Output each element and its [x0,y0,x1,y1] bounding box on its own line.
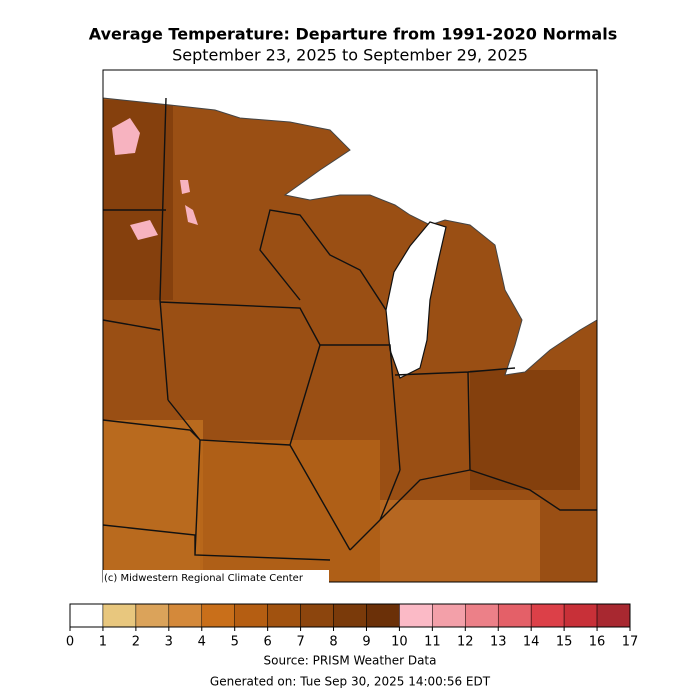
colorbar-cell [201,603,235,628]
credit-bg [103,570,329,584]
colorbar-tick-label: 4 [198,635,206,650]
colorbar-tick-label: 15 [556,635,573,650]
colorbar-cell [168,603,203,628]
map-patch [112,118,198,240]
colorbar-frame [69,603,631,628]
colorbar-tick-label: 5 [231,635,239,650]
colorbar: 0 1 2 3 4 5 6 7 8 9 10 11 12 13 14 15 16 17 [66,603,639,650]
state-borders [102,97,597,561]
map-region [200,440,380,582]
colorbar-cell [69,603,104,628]
colorbar-tick-label: 1 [99,635,107,650]
title: Average Temperature: Departure from 1991… [89,25,617,44]
lake-michigan [385,221,447,379]
colorbar-tick-label: 16 [589,635,606,650]
colorbar-cell [596,603,631,628]
colorbar-tick-label: 17 [622,635,639,650]
colorbar-tick-label: 12 [457,635,474,650]
colorbar-cell [432,603,466,628]
source: Source: PRISM Weather Data [264,654,437,668]
colorbar-cell [399,603,433,628]
colorbar-cell [135,603,170,628]
colorbar-cell [234,603,268,628]
colorbar-tick-label: 14 [523,635,540,650]
colorbar-cell [102,603,137,628]
colorbar-tick-label: 2 [132,635,140,650]
map-region [103,420,203,582]
colorbar-tick-label: 3 [165,635,173,650]
map-region [380,500,540,582]
colorbar-tick-label: 10 [391,635,408,650]
subtitle: September 23, 2025 to September 29, 2025 [172,46,528,65]
credit: (c) Midwestern Regional Climate Center [104,573,304,584]
colorbar-tick-label: 0 [66,635,74,650]
colorbar-cell [267,603,301,628]
map: (c) Midwestern Regional Climate Center [102,69,598,584]
colorbar-cell [530,603,565,628]
generated: Generated on: Tue Sep 30, 2025 14:00:56 … [210,675,491,689]
colorbar-tick-label: 6 [264,635,272,650]
colorbar-cell [300,603,334,628]
colorbar-cell [563,603,598,628]
map-frame [102,69,598,583]
colorbar-cell [333,603,367,628]
map-region [470,370,580,490]
colorbar-tick-label: 9 [362,635,370,650]
colorbar-tick-label: 7 [296,635,304,650]
colorbar-cell [465,603,499,628]
colorbar-tick-label: 11 [424,635,441,650]
colorbar-tick-label: 8 [329,635,337,650]
lake-and-canada [102,69,598,376]
colorbar-cell [497,603,532,628]
colorbar-cell [366,603,400,628]
colorbar-tick-label: 13 [490,635,507,650]
